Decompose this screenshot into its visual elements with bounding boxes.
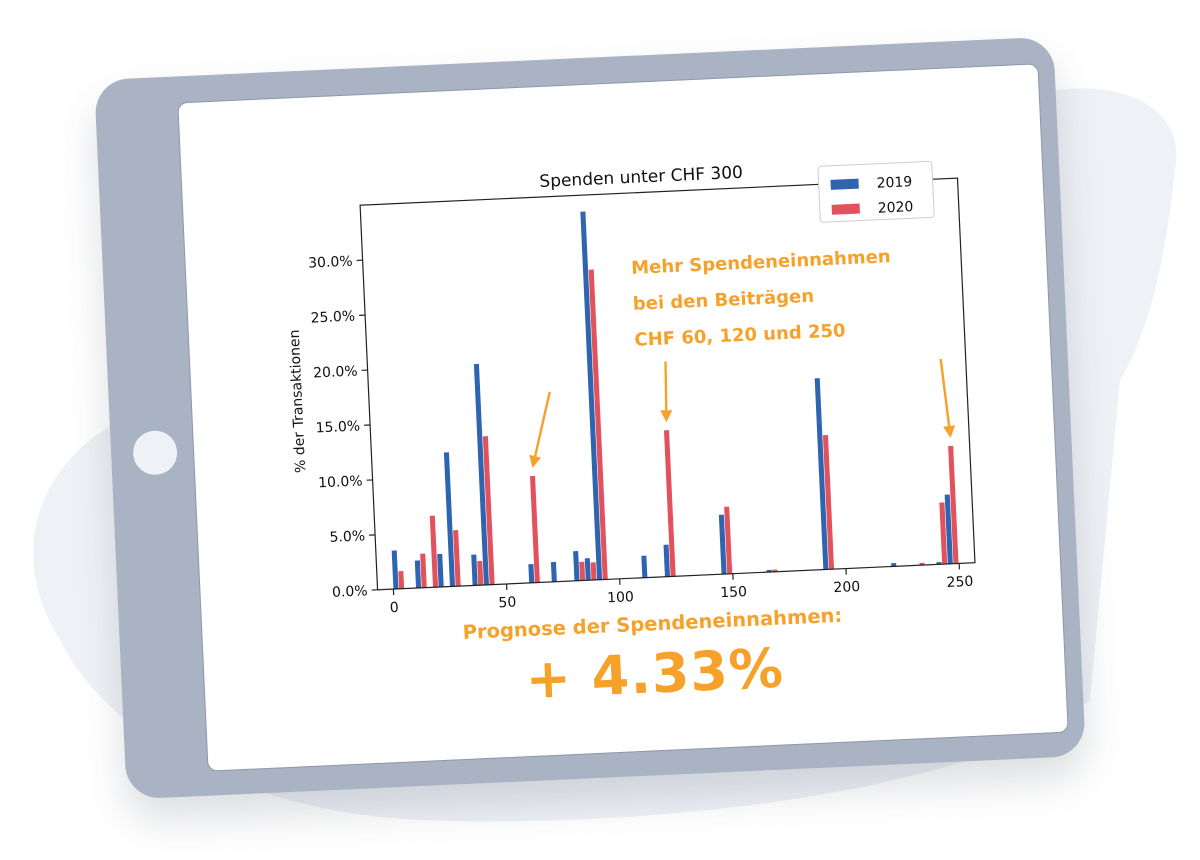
bar-2020-190 <box>822 435 835 570</box>
bar-2019-60 <box>528 564 535 583</box>
bar-2019-10 <box>414 560 422 589</box>
bar-2020-120 <box>663 430 676 577</box>
y-tick-label: 25.0% <box>310 309 355 327</box>
bar-2019-70 <box>550 561 557 582</box>
bar-2019-90 <box>580 211 603 580</box>
y-tick-label: 10.0% <box>318 473 363 491</box>
bars-group <box>391 211 959 590</box>
legend: 2019 2020 <box>817 160 935 223</box>
bar-2020-145 <box>724 506 733 574</box>
y-tick-label: 5.0% <box>329 528 365 546</box>
annotation-text: Mehr Spendeneinnahmen bei den Beiträgen … <box>630 236 965 359</box>
x-tick-label: 250 <box>946 574 973 591</box>
bar-2020-60 <box>530 475 540 583</box>
legend-swatch-2020 <box>831 203 861 215</box>
arrow-head <box>529 454 541 468</box>
arrow-line <box>939 358 951 427</box>
x-tick-label: 50 <box>498 595 517 612</box>
x-tick-label: 100 <box>607 589 634 606</box>
arrow-head <box>660 410 673 423</box>
bar-2019-0 <box>391 550 399 590</box>
bar-2020-90 <box>588 269 608 580</box>
bar-2019-40 <box>473 363 489 585</box>
bar-2019-85 <box>584 558 591 581</box>
y-tick-label: 30.0% <box>308 254 353 272</box>
bar-2020-240 <box>939 502 948 565</box>
tablet-device: Spenden unter CHF 300 0.0% 5.0% 10.0% 15.0%… <box>94 36 1086 800</box>
bar-2020-15 <box>429 515 439 588</box>
bar-2019-25 <box>443 452 456 587</box>
y-tick-label: 0.0% <box>332 583 368 601</box>
x-tick-label: 200 <box>833 579 860 596</box>
bar-2019-110 <box>641 555 648 578</box>
arrow-line <box>664 361 668 411</box>
plot-area <box>359 177 976 591</box>
bar-2019-190 <box>814 378 829 570</box>
bar-2019-35 <box>471 554 478 586</box>
bar-2019-80 <box>573 550 580 581</box>
legend-swatch-2019 <box>830 178 859 190</box>
bar-2020-35 <box>477 560 484 586</box>
bar-2019-120 <box>663 544 671 577</box>
y-axis: 0.0% 5.0% 10.0% 15.0% 20.0% 25.0% 30.0% <box>308 254 378 601</box>
legend-label-2020: 2020 <box>877 199 913 217</box>
x-tick-label: 150 <box>720 584 747 601</box>
arrow-line <box>533 391 551 457</box>
bar-2020-85 <box>590 562 597 581</box>
annotation-arrows <box>529 358 956 468</box>
y-tick-label: 15.0% <box>315 418 360 436</box>
bar-2019-20 <box>437 553 444 588</box>
bar-2020-25 <box>453 529 461 587</box>
tablet-screen: Spenden unter CHF 300 0.0% 5.0% 10.0% 15.0%… <box>177 63 1069 772</box>
bar-2020-245 <box>948 445 959 564</box>
x-axis: 0 50 100 150 200 250 <box>389 563 974 616</box>
bar-2020-0 <box>398 571 405 589</box>
y-tick-label: 20.0% <box>313 364 358 382</box>
bar-2019-245 <box>944 494 953 564</box>
legend-label-2019: 2019 <box>876 174 912 192</box>
x-tick-label: 0 <box>389 600 399 616</box>
arrow-head <box>943 425 956 438</box>
bar-2019-145 <box>718 514 727 575</box>
bar-2020-40 <box>482 436 495 585</box>
bar-2020-80 <box>579 561 586 581</box>
bar-2019-220 <box>891 562 897 567</box>
y-axis-label: % der Transaktionen <box>287 329 309 473</box>
donations-chart: Spenden unter CHF 300 0.0% 5.0% 10.0% 15.0%… <box>287 160 976 623</box>
bar-2020-10 <box>420 553 427 588</box>
chart-title: Spenden unter CHF 300 <box>539 163 743 192</box>
